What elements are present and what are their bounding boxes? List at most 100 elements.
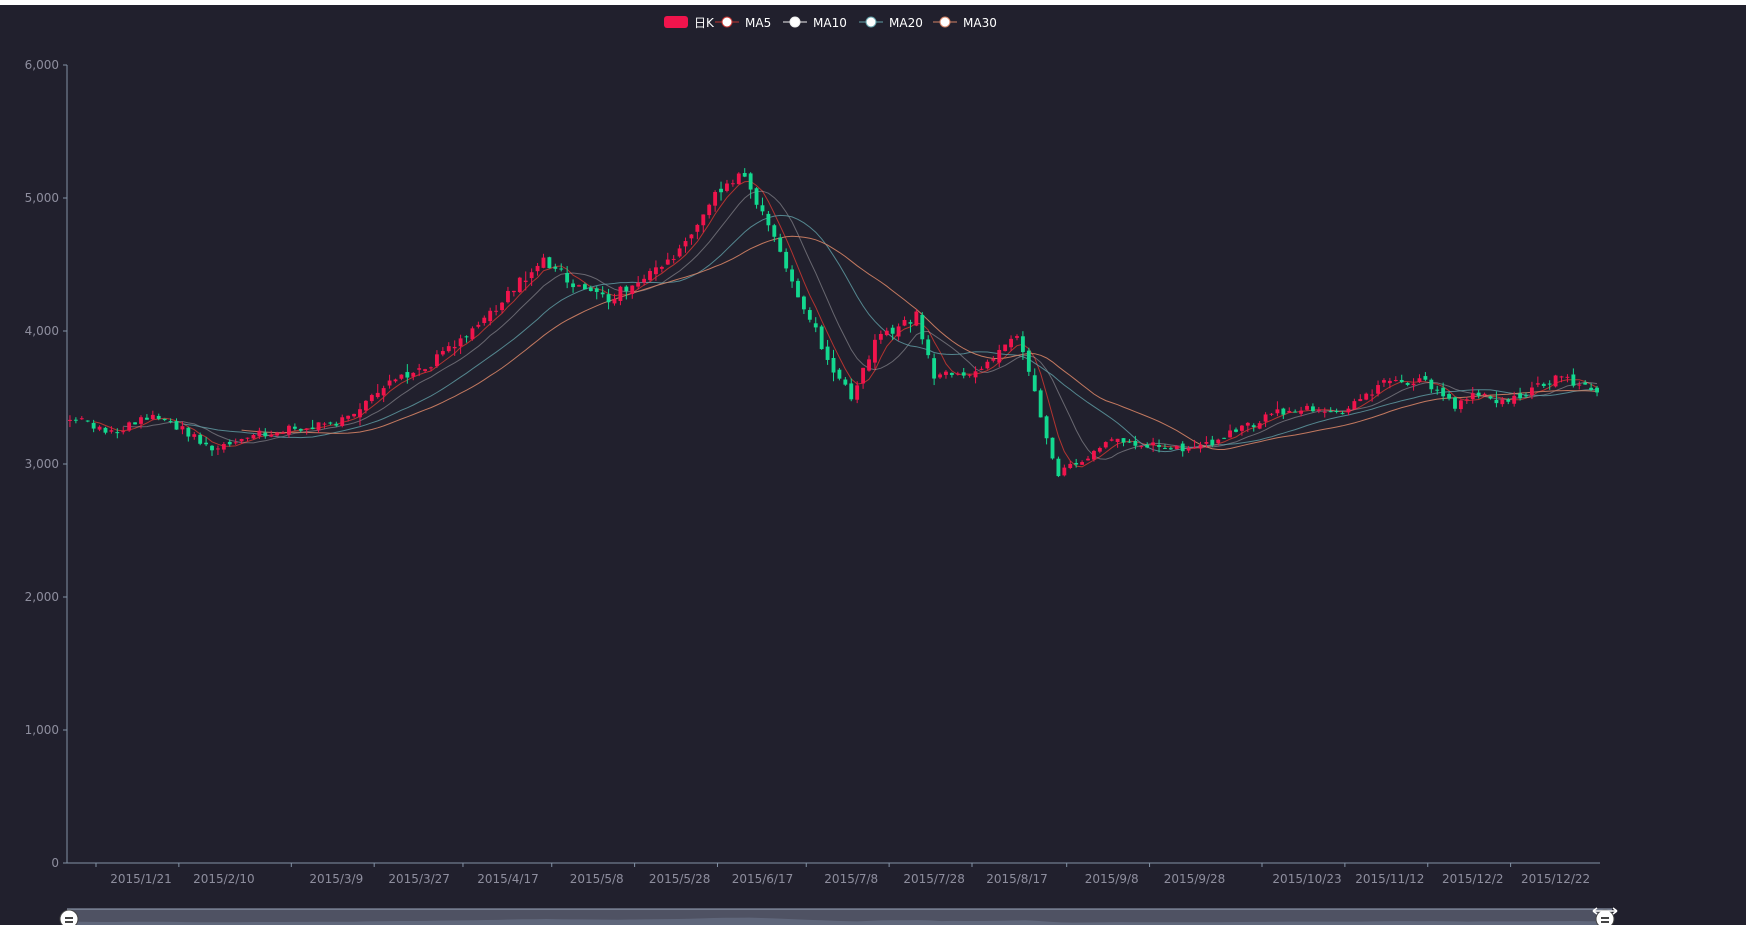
candle	[399, 374, 404, 381]
legend-item-ma20[interactable]: MA20	[859, 16, 923, 30]
legend-label: 日K	[694, 16, 715, 30]
candle	[920, 312, 925, 345]
candle	[1393, 376, 1398, 382]
candle-body	[707, 204, 712, 216]
candle	[600, 286, 605, 298]
candle	[778, 233, 783, 253]
candle-body	[1103, 442, 1108, 448]
candle	[139, 415, 143, 429]
candle	[1500, 397, 1505, 407]
candle-body	[399, 374, 404, 379]
candle	[1305, 403, 1309, 411]
candle	[1387, 377, 1392, 389]
candle	[689, 233, 694, 245]
candle	[1234, 427, 1238, 433]
candle	[263, 428, 268, 439]
candle	[334, 421, 339, 427]
legend-label: MA20	[889, 16, 923, 30]
candle-body	[139, 417, 143, 424]
candle	[1044, 415, 1049, 445]
candle	[606, 288, 611, 310]
candle-body	[1411, 383, 1416, 386]
candle	[1352, 398, 1357, 410]
candle	[1115, 438, 1120, 448]
candle-body	[559, 268, 564, 270]
candle	[979, 366, 984, 371]
candle	[1518, 387, 1523, 401]
candle	[1222, 437, 1227, 439]
candle	[452, 340, 457, 356]
candle-body	[725, 183, 729, 191]
candle	[1210, 435, 1215, 447]
candle	[594, 286, 599, 300]
candle-body	[251, 435, 256, 439]
candle	[1038, 388, 1043, 418]
candle	[446, 342, 451, 353]
candle-body	[1547, 383, 1552, 385]
candle	[198, 432, 203, 446]
candle-body	[1198, 444, 1203, 449]
datazoom-slider[interactable]	[59, 907, 1618, 925]
candle	[192, 431, 197, 440]
y-axis-tick-label: 1,000	[25, 723, 59, 737]
candle	[541, 253, 546, 269]
candle	[1174, 445, 1179, 450]
candle-body	[174, 421, 179, 430]
candle-body	[571, 283, 575, 288]
candle	[1488, 395, 1493, 400]
candle	[476, 321, 481, 329]
legend-candle-icon	[664, 16, 688, 28]
legend-circle-icon	[939, 16, 951, 28]
candle	[127, 421, 132, 432]
candle	[997, 344, 1002, 368]
candle-body	[742, 172, 747, 177]
candle	[269, 430, 274, 438]
legend-item-ma10[interactable]: MA10	[783, 16, 847, 30]
candle-body	[1512, 395, 1517, 404]
y-axis-tick-label: 3,000	[25, 457, 59, 471]
legend-item-ma30[interactable]: MA30	[933, 16, 997, 30]
candle	[121, 426, 126, 435]
x-axis-tick-label: 2015/3/27	[388, 872, 450, 886]
candle-body	[216, 448, 220, 450]
x-axis-tick-label: 2015/7/8	[824, 872, 878, 886]
candle-body	[328, 422, 333, 424]
candle	[1216, 438, 1221, 446]
candle-body	[837, 369, 842, 379]
candle-body	[535, 265, 540, 272]
candle	[363, 400, 368, 414]
candle-body	[287, 425, 291, 435]
candle-body	[1245, 422, 1250, 426]
candle-body	[292, 426, 297, 429]
candle-body	[606, 294, 611, 303]
candle-body	[1174, 445, 1179, 450]
legend-item-ma5[interactable]: MA5	[715, 16, 771, 30]
candle-body	[582, 284, 587, 290]
candle	[1458, 399, 1463, 413]
candle-body	[1139, 446, 1144, 448]
candle-body	[618, 286, 623, 301]
candle	[1595, 385, 1599, 397]
candle-body	[1026, 350, 1031, 372]
candle-body	[346, 415, 351, 419]
candle	[1068, 461, 1073, 470]
candle-body	[654, 267, 658, 275]
candle	[760, 197, 765, 216]
candle-body	[1393, 380, 1398, 382]
candle-body	[695, 224, 700, 232]
legend-item-daily-k[interactable]: 日K	[664, 16, 715, 30]
candle-body	[1435, 389, 1440, 391]
candle-body	[754, 188, 759, 205]
y-axis-tick-label: 0	[51, 856, 59, 870]
candle	[949, 372, 954, 378]
candle	[216, 445, 220, 455]
candle-body	[1322, 411, 1327, 413]
candle-body	[227, 441, 232, 445]
candle-body	[387, 380, 392, 386]
candle	[636, 276, 641, 290]
candle-body	[1370, 394, 1375, 396]
candle	[1470, 386, 1475, 404]
candle	[1565, 374, 1570, 383]
candle-body	[1015, 336, 1019, 338]
candle-body	[1589, 387, 1594, 391]
